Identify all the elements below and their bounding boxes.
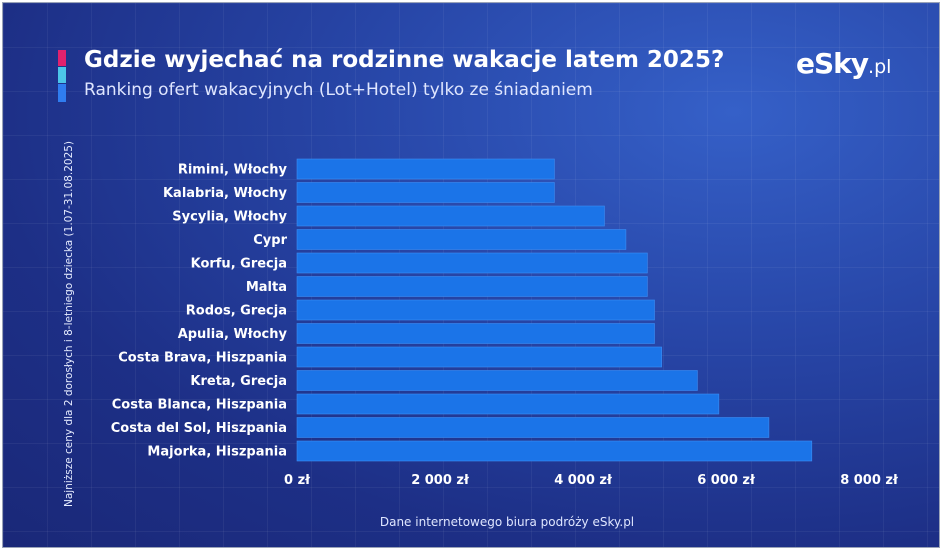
bar-7 xyxy=(296,323,655,344)
bar-11 xyxy=(296,417,770,438)
bar-10 xyxy=(296,393,720,415)
category-label: Kreta, Grecja xyxy=(190,374,287,389)
category-label: Rimini, Włochy xyxy=(178,163,288,178)
chart-subtitle: Ranking ofert wakacyjnych (Lot+Hotel) ty… xyxy=(84,80,593,100)
category-label: Costa del Sol, Hiszpania xyxy=(111,421,287,436)
category-label: Sycylia, Włochy xyxy=(172,210,287,225)
category-label: Apulia, Włochy xyxy=(178,327,288,342)
x-tick-label: 4 000 zł xyxy=(554,473,613,488)
bar-6 xyxy=(296,299,655,321)
logo-domain: .pl xyxy=(868,56,892,78)
x-tick-label: 2 000 zł xyxy=(411,473,470,488)
esky-logo: eSky.pl xyxy=(796,47,891,80)
category-label: Costa Brava, Hiszpania xyxy=(118,351,287,366)
category-label: Rodos, Grecja xyxy=(186,304,287,319)
x-tick-label: 8 000 zł xyxy=(840,473,899,488)
category-label: Korfu, Grecja xyxy=(191,257,287,272)
bar-8 xyxy=(296,346,662,368)
bar-1 xyxy=(296,182,555,203)
chart-title: Gdzie wyjechać na rodzinne wakacje latem… xyxy=(84,47,725,73)
category-label: Kalabria, Włochy xyxy=(163,186,288,201)
x-tick-label: 0 zł xyxy=(284,473,311,488)
accent-bar-blue xyxy=(58,84,66,102)
logo-brand: eSky xyxy=(796,47,869,80)
category-label: Malta xyxy=(246,280,287,295)
bar-2 xyxy=(296,205,605,227)
category-label: Costa Blanca, Hiszpania xyxy=(112,398,287,413)
bar-3 xyxy=(296,229,627,250)
bar-chart: Rimini, Włochy Kalabria, Włochy Sycylia, W… xyxy=(111,158,899,488)
source-note: Dane internetowego biura podróży eSky.pl xyxy=(379,515,635,529)
accent-bar-cyan xyxy=(58,67,66,83)
bar-12 xyxy=(296,440,813,462)
accent-bar-pink xyxy=(58,50,66,66)
bar-4 xyxy=(296,252,648,274)
bar-0 xyxy=(296,158,555,180)
x-tick-label: 6 000 zł xyxy=(697,473,756,488)
bar-5 xyxy=(296,276,648,297)
category-label: Cypr xyxy=(253,233,287,248)
bar-9 xyxy=(296,370,698,391)
category-label: Majorka, Hiszpania xyxy=(147,445,287,460)
